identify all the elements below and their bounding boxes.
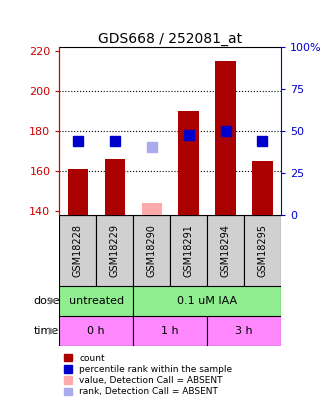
Bar <box>252 161 273 215</box>
Text: GSM18294: GSM18294 <box>221 224 230 277</box>
Text: GSM18229: GSM18229 <box>110 224 120 277</box>
Text: GSM18295: GSM18295 <box>257 224 267 277</box>
Text: dose: dose <box>33 296 59 306</box>
Text: GSM18290: GSM18290 <box>147 224 157 277</box>
Text: 0 h: 0 h <box>88 326 105 336</box>
Text: GSM18291: GSM18291 <box>184 224 194 277</box>
Bar <box>207 215 244 286</box>
Bar <box>244 215 281 286</box>
Text: untreated: untreated <box>69 296 124 306</box>
Bar <box>68 168 88 215</box>
Text: time: time <box>34 326 59 336</box>
Legend: count, percentile rank within the sample, value, Detection Call = ABSENT, rank, : count, percentile rank within the sample… <box>64 354 232 396</box>
Bar <box>59 215 96 286</box>
Bar <box>170 215 207 286</box>
Text: 1 h: 1 h <box>161 326 179 336</box>
Bar <box>105 159 125 215</box>
Title: GDS668 / 252081_at: GDS668 / 252081_at <box>98 32 242 45</box>
Bar <box>96 215 133 286</box>
Bar <box>133 215 170 286</box>
Bar <box>178 111 199 215</box>
Bar <box>133 316 207 346</box>
Bar <box>142 202 162 215</box>
Bar <box>133 286 281 316</box>
Bar <box>59 316 133 346</box>
Text: 3 h: 3 h <box>235 326 253 336</box>
Bar <box>207 316 281 346</box>
Bar <box>59 286 133 316</box>
Bar <box>215 61 236 215</box>
Text: GSM18228: GSM18228 <box>73 224 83 277</box>
Text: 0.1 uM IAA: 0.1 uM IAA <box>177 296 237 306</box>
